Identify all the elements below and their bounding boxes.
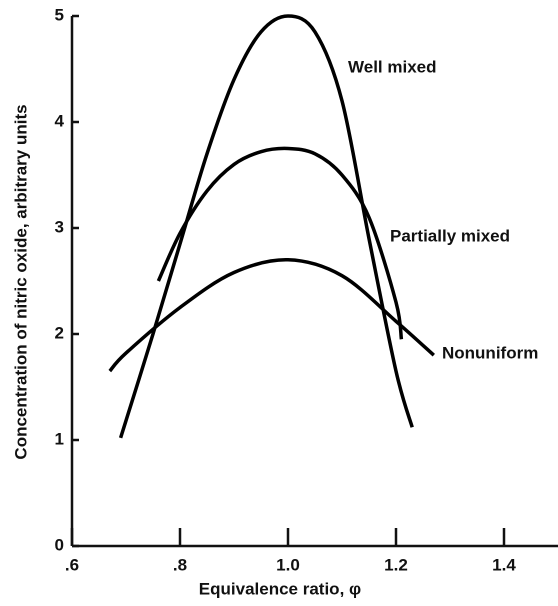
y-tick-label: 0	[55, 535, 64, 554]
y-tick-label: 1	[55, 429, 64, 448]
line	[156, 146, 404, 340]
x-tick-label: .6	[65, 555, 79, 574]
y-tick-label: 5	[55, 5, 64, 24]
x-tick-label: 1.2	[384, 555, 408, 574]
x-tick-label: .8	[173, 555, 187, 574]
x-axis-label: Equivalence ratio, φ	[199, 579, 361, 598]
x-tick-label: 1.0	[276, 555, 300, 574]
y-tick-label: 2	[55, 323, 64, 342]
y-axis-label: Concentration of nitric oxide, arbitrary…	[11, 104, 30, 459]
series-label: Partially mixed	[390, 226, 510, 245]
series-label: Well mixed	[348, 57, 437, 76]
y-tick-label: 4	[55, 111, 65, 130]
line	[118, 14, 414, 439]
y-tick-label: 3	[55, 217, 64, 236]
series-label: Nonuniform	[442, 343, 538, 362]
line	[108, 258, 435, 373]
x-tick-label: 1.4	[492, 555, 516, 574]
